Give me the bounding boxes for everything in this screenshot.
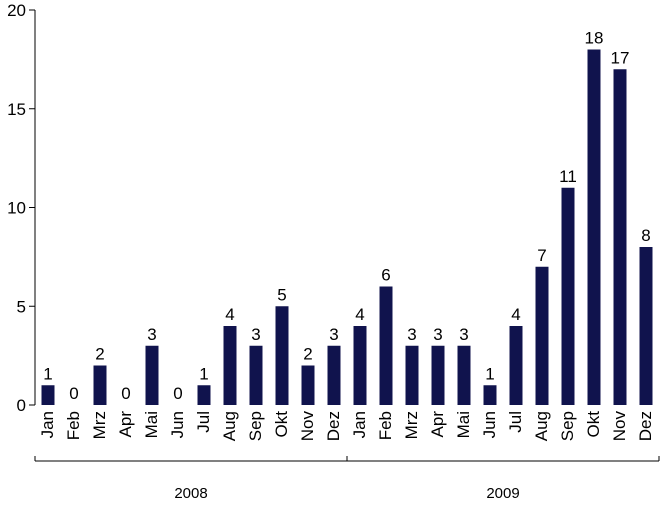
- data-label: 0: [69, 384, 78, 403]
- data-label: 3: [147, 325, 156, 344]
- data-label: 11: [559, 167, 577, 186]
- y-tick-label: 5: [17, 297, 26, 316]
- x-tick-label: Dez: [324, 411, 343, 441]
- x-tick-label: Apr: [116, 411, 135, 438]
- x-tick-label: Apr: [428, 411, 447, 438]
- x-tick-label: Dez: [636, 411, 655, 441]
- data-label: 1: [485, 364, 494, 383]
- x-tick-label: Jun: [168, 411, 187, 438]
- bar: [353, 326, 367, 405]
- bar: [405, 345, 419, 405]
- x-tick-label: Feb: [376, 411, 395, 440]
- data-label: 3: [407, 325, 416, 344]
- bar: [457, 345, 471, 405]
- x-tick-label: Aug: [532, 411, 551, 441]
- year-groups: 2008 2009: [34, 456, 660, 502]
- x-tick-label: Nov: [610, 411, 629, 442]
- y-tick-label: 10: [7, 199, 26, 218]
- data-label: 8: [641, 226, 650, 245]
- data-label: 2: [303, 345, 312, 364]
- bar: [93, 365, 107, 405]
- x-tick-label: Mai: [142, 411, 161, 438]
- y-tick-label: 0: [17, 396, 26, 415]
- data-label: 2: [95, 345, 104, 364]
- bar: [41, 385, 55, 405]
- bar: [587, 49, 601, 405]
- x-tick-label: Feb: [64, 411, 83, 440]
- x-tick-label: Okt: [272, 411, 291, 438]
- data-label: 18: [585, 29, 604, 48]
- data-label: 5: [277, 285, 286, 304]
- bar: [561, 187, 575, 405]
- x-tick-label: Mrz: [402, 411, 421, 439]
- x-tick-label: Jan: [38, 411, 57, 438]
- y-tick-label: 15: [7, 100, 26, 119]
- x-tick-label: Sep: [558, 411, 577, 441]
- bar: [431, 345, 445, 405]
- x-tick-label: Jan: [350, 411, 369, 438]
- bar: [301, 365, 315, 405]
- bar: [145, 345, 159, 405]
- data-label: 7: [537, 246, 546, 265]
- bar: [639, 247, 653, 405]
- bars: [41, 49, 653, 405]
- data-label: 4: [355, 305, 364, 324]
- data-label: 3: [459, 325, 468, 344]
- x-tick-label: Jul: [194, 411, 213, 433]
- y-axis: 0 5 10 15 20: [7, 1, 36, 415]
- x-tick-label: Mrz: [90, 411, 109, 439]
- data-label: 4: [511, 305, 520, 324]
- x-tick-label: Okt: [584, 411, 603, 438]
- bar: [197, 385, 211, 405]
- data-label: 1: [199, 364, 208, 383]
- data-label: 17: [611, 48, 630, 67]
- bar: [379, 286, 393, 405]
- bar: [613, 69, 627, 405]
- data-label: 0: [173, 384, 182, 403]
- x-tick-label: Jul: [506, 411, 525, 433]
- x-tick-label: Mai: [454, 411, 473, 438]
- data-label: 6: [381, 266, 390, 285]
- y-tick-label: 20: [7, 1, 26, 20]
- data-label: 3: [329, 325, 338, 344]
- x-tick-label: Nov: [298, 411, 317, 442]
- bar: [223, 326, 237, 405]
- x-tick-label: Aug: [220, 411, 239, 441]
- bar: [483, 385, 497, 405]
- data-label: 3: [251, 325, 260, 344]
- bar: [509, 326, 523, 405]
- group-label: 2009: [486, 485, 519, 502]
- bar: [275, 306, 289, 405]
- data-label: 0: [121, 384, 130, 403]
- bar: [249, 345, 263, 405]
- data-label: 3: [433, 325, 442, 344]
- x-axis: Jan Feb Mrz Apr Mai Jun Jul Aug Sep Okt Nov Dez Jan F…: [38, 411, 655, 442]
- x-tick-label: Jun: [480, 411, 499, 438]
- x-tick-label: Sep: [246, 411, 265, 441]
- data-label: 1: [43, 364, 52, 383]
- bar: [535, 266, 549, 405]
- bar: [327, 345, 341, 405]
- group-label: 2008: [174, 485, 207, 502]
- data-label: 4: [225, 305, 234, 324]
